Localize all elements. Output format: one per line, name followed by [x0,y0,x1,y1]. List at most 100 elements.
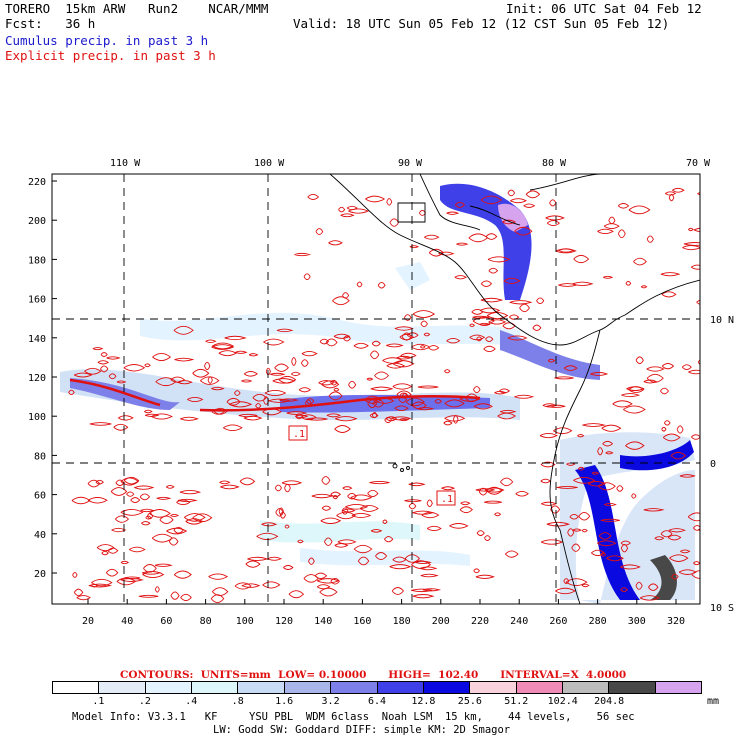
contour-line [366,377,374,381]
contour-line [281,480,303,486]
explicit-contours [68,187,700,604]
contour-line [303,273,311,281]
contour-line [486,312,509,320]
contour-line [646,373,664,383]
contour-line [130,497,141,504]
contour-line [671,573,679,580]
contour-line [334,425,351,433]
contour-line [391,416,412,421]
contour-line [348,380,357,389]
contour-line [316,584,331,590]
contour-line [120,477,140,486]
contour-line [668,528,686,533]
contour-line [140,508,155,513]
contour-line [654,536,665,541]
contour-line [539,432,558,439]
contour-line [660,272,681,277]
contour-line [443,420,453,426]
contour-line [581,583,590,588]
contour-label-box [288,425,308,441]
contour-line [680,549,691,554]
valid-time: Valid: 18 UTC Sun 05 Feb 12 (12 CST Sun … [293,16,670,31]
contour-line [333,387,340,392]
contour-line [208,573,229,580]
contour-line [608,216,616,225]
contour-line [417,385,439,389]
contour-line [572,281,594,287]
contour-line [318,380,335,386]
legend-label: 102.4 [547,696,578,707]
contour-line [446,338,461,344]
contour-line [597,447,604,456]
contour-line [473,386,481,394]
contour-line [264,389,287,397]
contour-line [241,583,261,588]
contour-line [207,376,213,384]
x-tick-label: 320 [667,616,685,627]
contour-line [348,208,370,214]
contour-line [540,539,564,545]
contour-line [404,499,422,503]
contour-line [321,476,331,485]
contour-line [500,477,514,487]
contour-line [643,508,665,512]
contour-line [519,303,530,313]
contour-line [386,362,406,369]
contour-line [696,299,700,305]
contour-line [646,366,665,372]
contour-line [113,423,129,431]
contour-line [617,229,626,239]
contour-line [384,416,392,424]
contour-line [426,499,433,508]
contour-line [587,481,607,487]
contour-line [274,363,289,372]
x-tick-label: 40 [121,616,133,627]
contour-line [577,434,585,438]
contour-line [123,476,140,485]
contour-line [319,338,330,345]
contour-line [308,557,315,565]
contour-line [295,413,303,420]
contour-line [400,352,417,359]
contour-line [536,297,545,305]
legend-swatch [284,682,332,693]
contour-line [578,512,591,521]
cumulus-shading [60,183,695,604]
contour-line [205,339,217,344]
legend-swatch [470,682,517,693]
physics-info: LW: Godd SW: Goddard DIFF: simple KM: 2D… [213,724,511,736]
contour-line [386,343,404,348]
contour-line [73,588,84,597]
contour-line [665,191,677,196]
contour-line [347,493,357,500]
contour-line [472,316,495,326]
contour-line [399,418,410,422]
contour-line [300,359,309,367]
legend-label: 1.6 [275,696,294,707]
contour-line [301,350,318,357]
x-tick-label: 300 [628,616,646,627]
contour-line [412,594,435,599]
contour-line [235,350,248,354]
contour-line [252,393,268,402]
contour-line [141,521,151,526]
contour-line [108,373,117,380]
contour-line [488,319,507,325]
contour-line [320,517,342,524]
y-tick-label: 160 [28,295,46,306]
run-title: TORERO 15km ARW Run2 NCAR/MMM [5,1,269,16]
contour-line [283,565,294,570]
contour-line [305,417,328,421]
contour-line [101,550,109,556]
x-tick-label: 120 [275,616,293,627]
contour-line [661,291,677,298]
contour-line [411,560,432,569]
contour-line [100,365,109,373]
contour-line [139,493,151,501]
contour-line [469,334,486,341]
contour-line [408,482,426,487]
contour-line [173,526,184,534]
contour-line [173,325,194,335]
contour-line [523,203,536,208]
contour-line [683,242,700,246]
